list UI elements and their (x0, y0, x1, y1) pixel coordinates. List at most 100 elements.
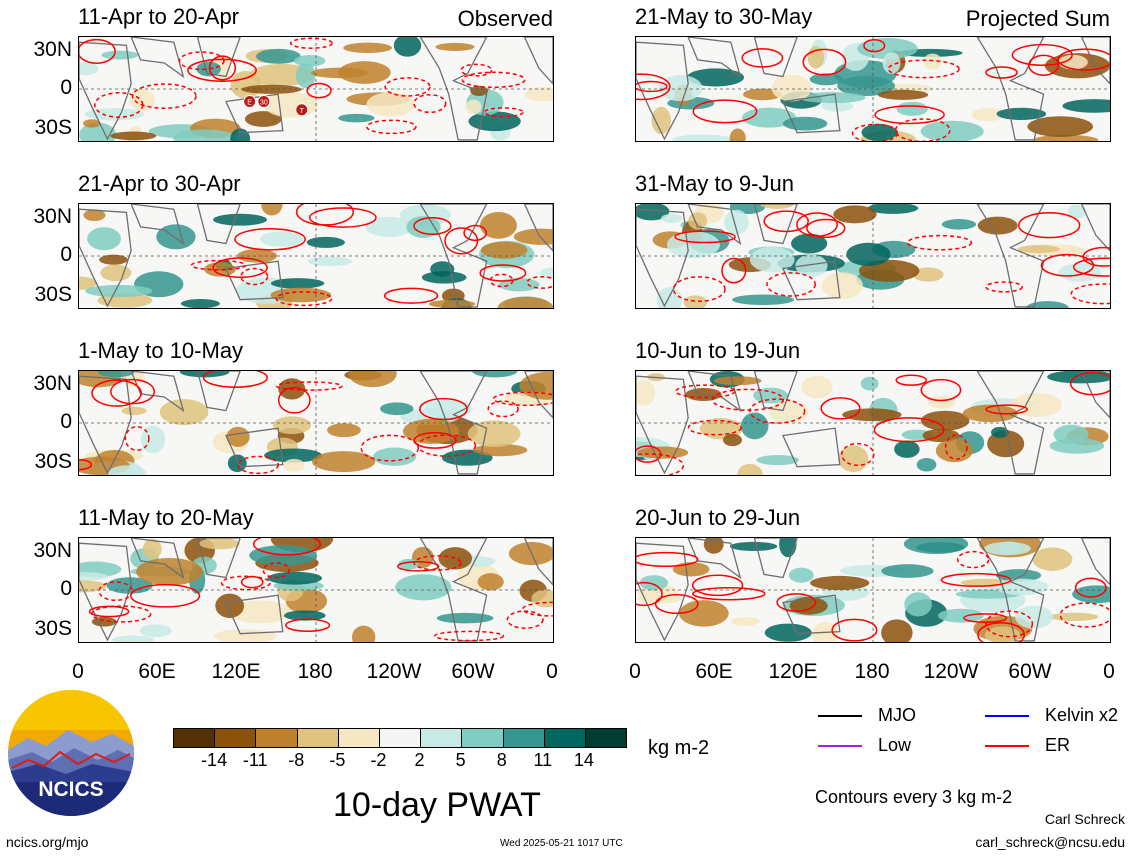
legend-label-mjo: MJO (878, 705, 916, 725)
pwat-anomaly-patch (941, 219, 977, 230)
pwat-map-panel (635, 36, 1111, 142)
pwat-anomaly-patch (789, 597, 828, 615)
colorbar-swatch (543, 729, 585, 747)
pwat-anomaly-patch (877, 89, 929, 100)
pwat-anomaly-patch (683, 295, 707, 308)
colorbar-tick-label: 2 (414, 750, 425, 770)
lon-label: 120W (923, 660, 979, 683)
pwat-anomaly-patch (227, 454, 247, 473)
pwat-anomaly-patch (312, 451, 376, 473)
colorbar-swatch (337, 729, 379, 747)
pwat-anomaly-patch (881, 619, 913, 642)
pwat-anomaly-patch (799, 92, 866, 104)
pwat-anomaly-patch (270, 278, 325, 289)
er-contour (461, 71, 526, 89)
pwat-anomaly-patch (244, 111, 282, 127)
er-contour (654, 593, 699, 615)
pwat-anomaly-patch (729, 541, 778, 552)
pwat-anomaly-patch (837, 75, 896, 97)
pwat-anomaly-patch (230, 71, 262, 99)
er-contour (692, 99, 758, 124)
lon-label: 60W (1008, 660, 1052, 683)
site-link[interactable]: ncics.org/mjo (6, 834, 89, 850)
er-contour (672, 276, 726, 303)
er-contour (894, 118, 951, 141)
er-contour (383, 287, 439, 304)
continent-outline (196, 371, 241, 412)
pwat-anomaly-patch (306, 236, 345, 248)
pwat-anomaly-patch (159, 399, 209, 426)
pwat-anomaly-patch (142, 538, 162, 560)
pwat-anomaly-patch (421, 271, 467, 284)
continent-outline (976, 37, 1045, 141)
lon-label: 0 (72, 660, 84, 683)
continent-outline (636, 542, 689, 642)
er-contour (895, 374, 928, 386)
legend-label-low: Low (878, 735, 912, 755)
er-contour (295, 204, 354, 226)
er-contour (873, 417, 945, 443)
continent-outline (976, 538, 1045, 642)
pwat-map-panel (78, 203, 554, 309)
er-contour (1082, 246, 1110, 267)
panel-title: 21-Apr to 30-Apr (78, 171, 241, 196)
continent-outline (196, 204, 241, 245)
er-contour (963, 613, 1008, 623)
pwat-anomaly-patch (679, 600, 729, 627)
lon-label: 180 (854, 660, 890, 683)
continent-outline (781, 260, 841, 301)
panel-tag: Observed (457, 6, 553, 31)
logo-text: NCICS (38, 778, 104, 801)
er-contour (521, 601, 553, 617)
pwat-anomaly-patch (1017, 245, 1060, 254)
er-contour (178, 51, 225, 71)
lon-label: 60W (451, 660, 495, 683)
pwat-map-panel (635, 370, 1111, 476)
continent-outline (419, 538, 488, 642)
pwat-anomaly-patch (436, 612, 494, 624)
pwat-anomaly-patch (764, 623, 812, 642)
colorbar-tick-label: 8 (496, 750, 507, 770)
pwat-anomaly-patch (742, 107, 796, 128)
pwat-anomaly-patch (860, 376, 879, 391)
er-contour (863, 39, 886, 53)
continent-outline (976, 371, 1045, 475)
pwat-anomaly-patch (756, 454, 800, 466)
pwat-anomaly-patch (226, 426, 250, 447)
contour-note: Contours every 3 kg m-2 (815, 787, 1013, 807)
continent-outline (781, 93, 841, 134)
pwat-anomaly-patch (882, 52, 901, 74)
pwat-anomaly-patch (172, 129, 237, 141)
pwat-anomaly-patch (497, 296, 553, 308)
pwat-anomaly-patch (724, 209, 749, 235)
continent-outline (753, 37, 798, 78)
panel-tag: Projected Sum (965, 6, 1110, 31)
er-contour (202, 371, 268, 388)
pwat-anomaly-patch (962, 404, 1018, 423)
pwat-anomaly-patch (180, 299, 220, 308)
lat-label: 30S (34, 617, 72, 640)
colorbar-tick-label: -2 (370, 750, 387, 770)
colorbar-tick-label: -14 (201, 750, 228, 770)
pwat-anomaly-patch (428, 299, 476, 308)
pwat-anomaly-patch (256, 48, 301, 64)
er-contour (636, 73, 671, 101)
er-contour (940, 572, 1012, 587)
er-contour (806, 218, 846, 239)
pwat-anomaly-patch (99, 254, 128, 265)
legend-line-er (985, 745, 1029, 747)
pwat-anomaly-patch (101, 50, 139, 60)
pwat-anomaly-patch (261, 204, 283, 216)
lat-label: 30N (33, 205, 72, 228)
lat-label: 30N (33, 38, 72, 61)
pwat-anomaly-patch (79, 572, 109, 581)
continent-outline (523, 204, 553, 252)
er-contour (749, 398, 806, 424)
er-contour (285, 618, 331, 632)
continent-outline (79, 542, 132, 642)
pwat-anomaly-patch (1049, 612, 1099, 622)
pwat-anomaly-patch (199, 538, 240, 550)
lat-label: 0 (60, 410, 72, 433)
pwat-anomaly-patch (1011, 392, 1063, 418)
pwat-anomaly-patch (1053, 424, 1089, 445)
